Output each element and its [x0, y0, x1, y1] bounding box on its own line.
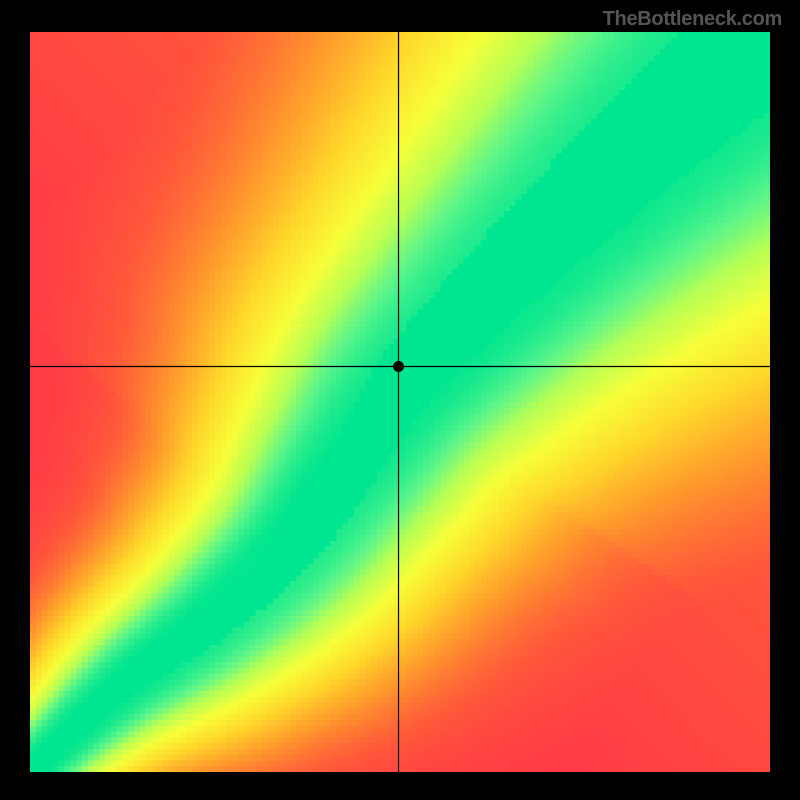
- watermark-text: TheBottleneck.com: [603, 8, 782, 31]
- chart-container: { "watermark": { "text": "TheBottleneck.…: [0, 0, 800, 800]
- heatmap-canvas: [30, 32, 770, 772]
